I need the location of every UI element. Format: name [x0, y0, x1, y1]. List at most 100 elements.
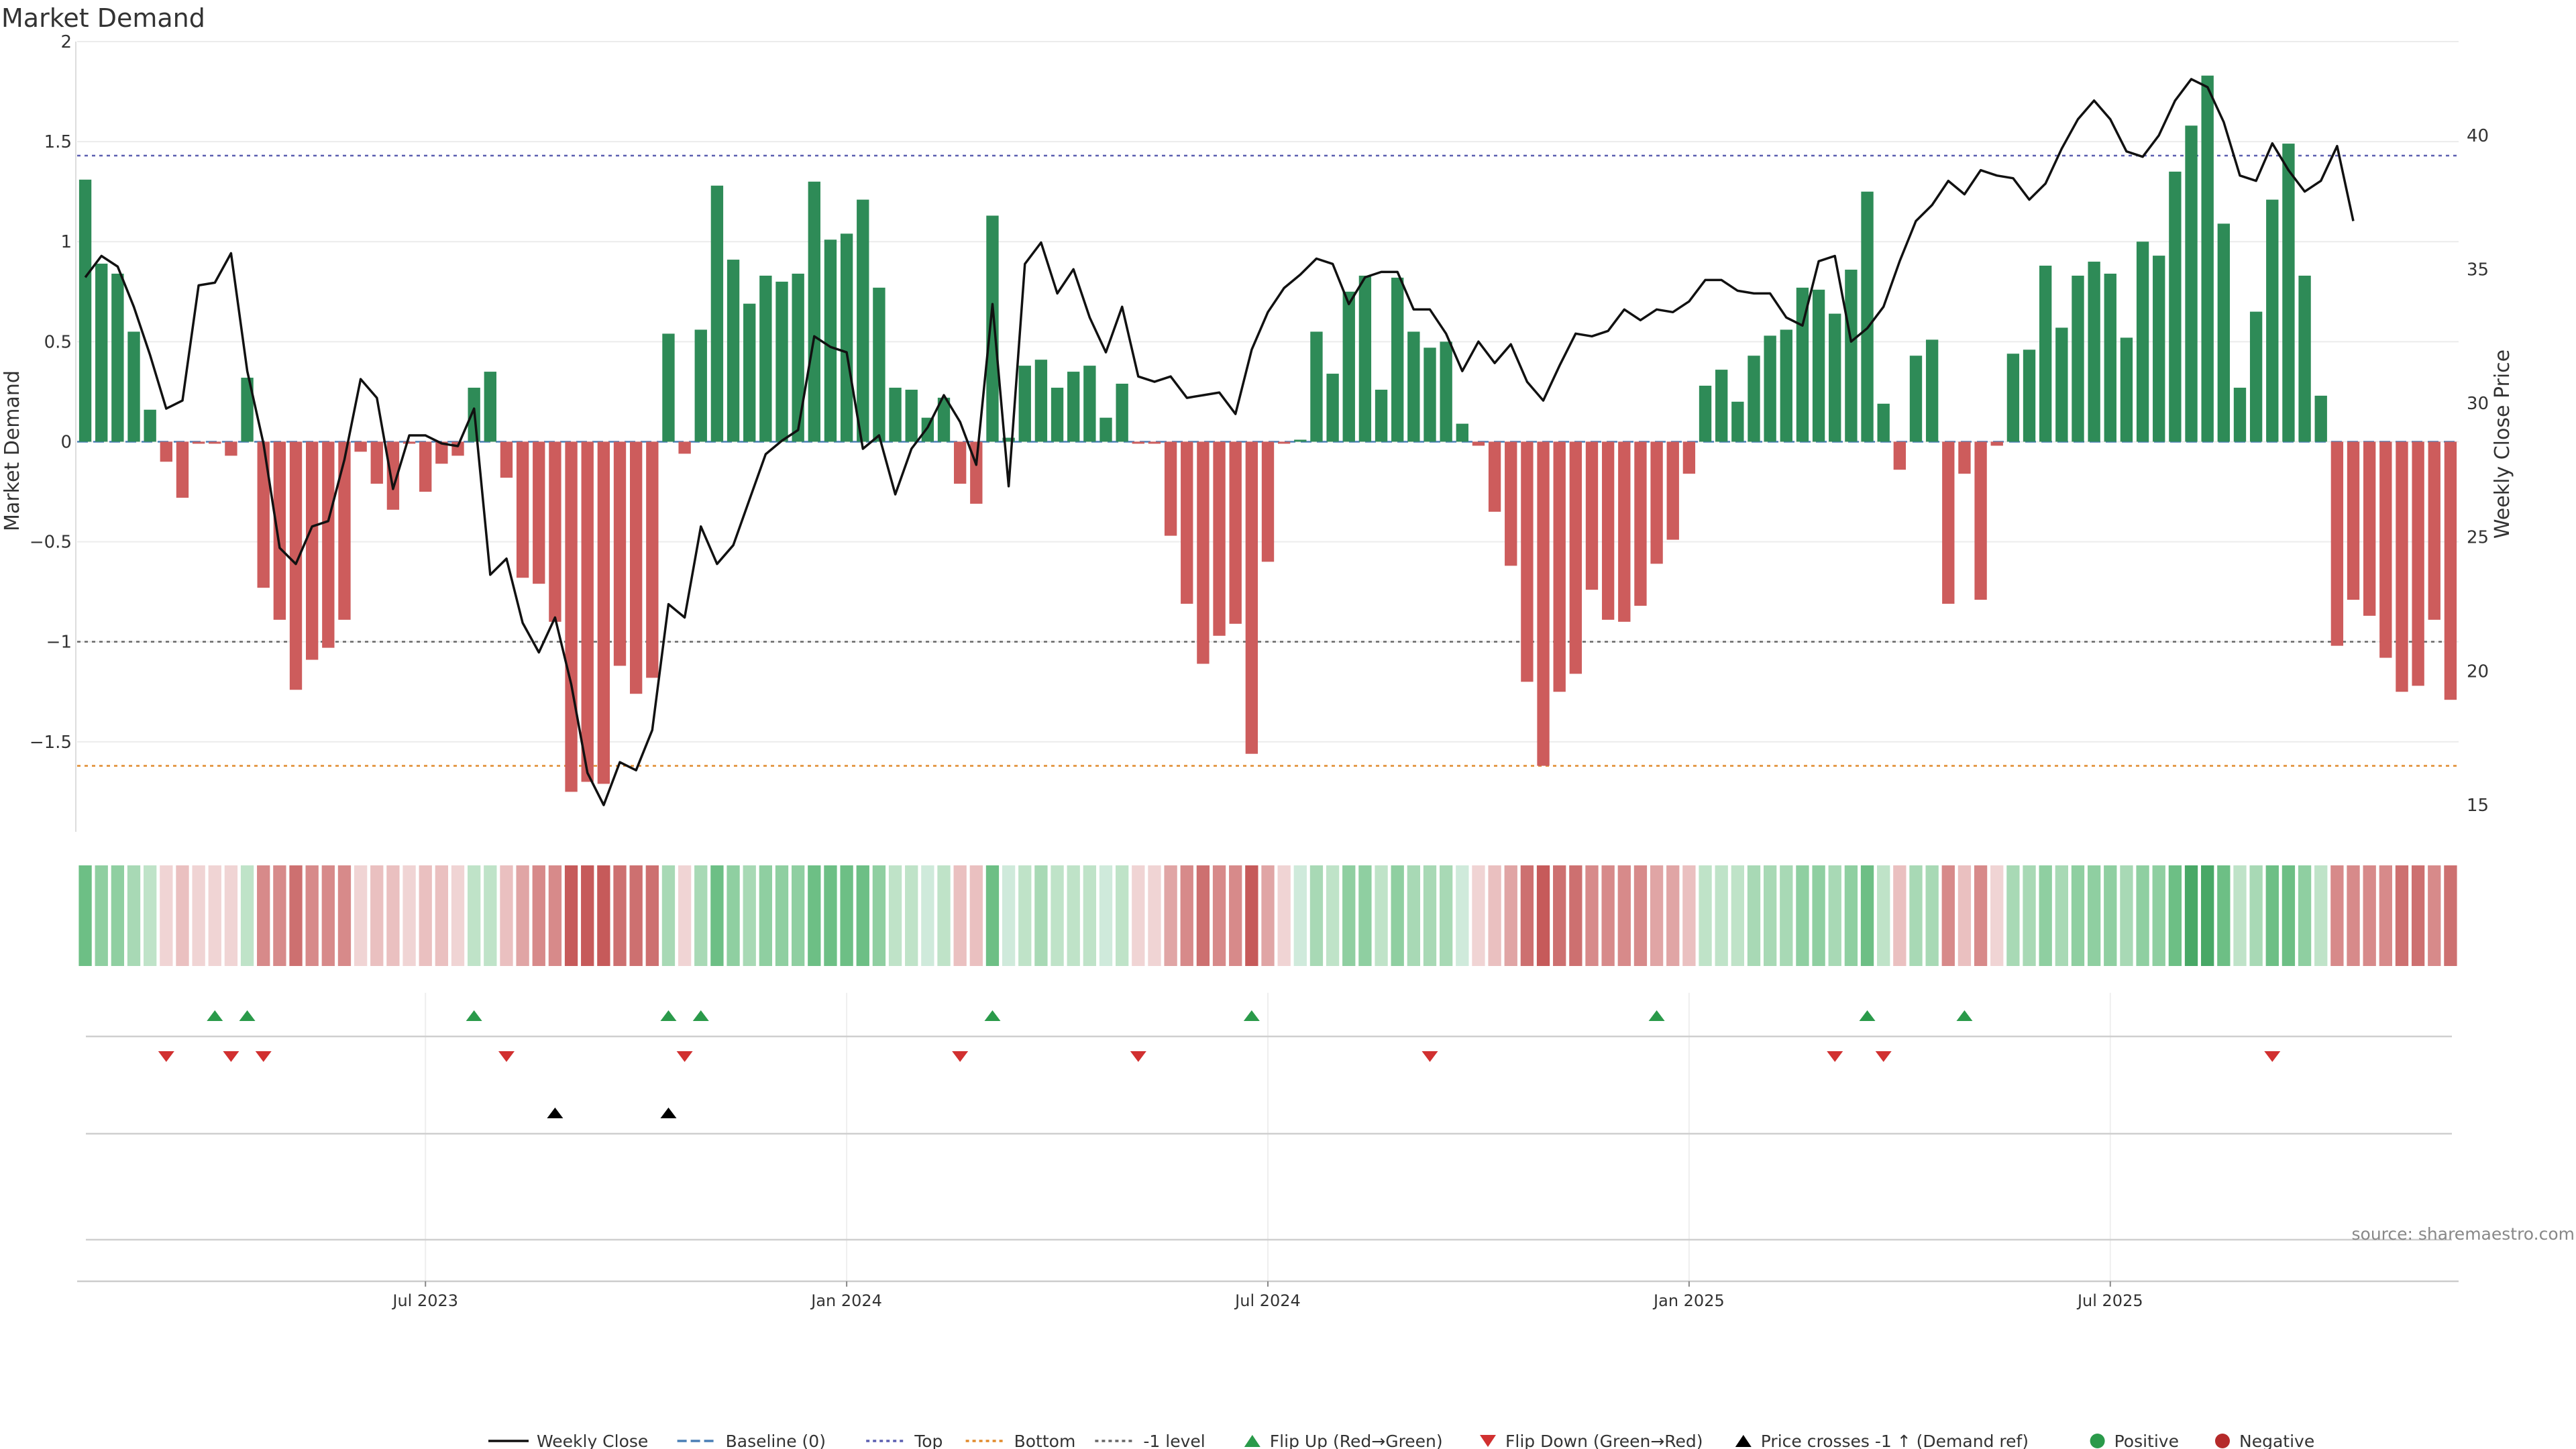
demand-bar	[2120, 337, 2133, 442]
heat-cell	[2265, 865, 2279, 966]
heat-cell	[1699, 865, 1712, 966]
demand-bar	[1942, 441, 1955, 604]
demand-bar	[1067, 372, 1080, 442]
demand-bar	[1310, 331, 1323, 442]
y-tick-label-right: 35	[2467, 260, 2489, 280]
heat-cell	[1780, 865, 1793, 966]
heat-cell	[1148, 865, 1161, 966]
demand-bar	[1116, 383, 1128, 442]
heat-cell	[2428, 865, 2441, 966]
heat-cell	[1536, 865, 1550, 966]
heat-cell	[2314, 865, 2328, 966]
demand-bar	[1326, 374, 1339, 442]
heat-cell	[2071, 865, 2085, 966]
flip-up-marker	[466, 1010, 482, 1021]
y-tick-label-left: 0.5	[44, 332, 72, 352]
demand-bar	[1861, 191, 1874, 442]
heat-cell	[1488, 865, 1501, 966]
y-tick-label-left: −1.5	[30, 733, 72, 753]
demand-bar	[1181, 441, 1193, 604]
flip-up-marker	[1956, 1010, 1973, 1021]
demand-bar	[2249, 311, 2263, 442]
demand-bar	[2266, 199, 2279, 442]
demand-bar	[1699, 385, 1712, 442]
flip-up-marker	[692, 1010, 709, 1021]
demand-bar	[1083, 366, 1096, 442]
weekly-close-line	[84, 78, 2355, 806]
heat-cell	[645, 865, 659, 966]
demand-bar	[2185, 125, 2198, 442]
legend-item-weekly-close: Weekly Close	[488, 1432, 648, 1449]
heat-cell	[1957, 865, 1972, 966]
demand-bar	[1018, 366, 1031, 442]
demand-bar	[1261, 441, 1275, 562]
demand-bar	[1164, 441, 1177, 536]
heat-cell	[1796, 865, 1809, 966]
heat-cell	[613, 865, 627, 966]
flip-down-marker	[255, 1051, 272, 1062]
demand-bar	[1488, 441, 1501, 512]
demand-bar	[338, 441, 351, 620]
demand-bar	[1715, 370, 1728, 442]
demand-bar	[111, 273, 124, 442]
heat-cell	[1229, 865, 1242, 966]
heat-cell	[2184, 865, 2198, 966]
demand-bar	[2006, 354, 2020, 442]
y-axis-label-left: Market Demand	[1, 370, 24, 531]
demand-bar	[386, 441, 400, 510]
heat-cell	[1633, 865, 1648, 966]
demand-bar	[1229, 441, 1242, 624]
heat-cell	[240, 865, 254, 966]
demand-bar	[1358, 275, 1372, 442]
heat-cell	[1569, 865, 1582, 966]
demand-bar	[1796, 287, 1809, 442]
demand-bar	[516, 441, 529, 578]
flip-up-marker	[1243, 1010, 1260, 1021]
heat-cell	[694, 865, 708, 966]
demand-bar	[2072, 275, 2084, 442]
heat-cell	[727, 865, 740, 966]
heat-cell	[1747, 865, 1761, 966]
demand-bar	[1974, 441, 1987, 600]
heat-cell	[1504, 865, 1517, 966]
demand-bar	[1051, 387, 1064, 442]
legend-item-baseline-0: Baseline (0)	[677, 1432, 826, 1449]
heat-cell	[419, 865, 432, 966]
demand-bar	[1034, 360, 1048, 442]
heat-cell	[370, 865, 384, 966]
demand-bar	[1099, 417, 1112, 442]
heat-cell	[402, 865, 416, 966]
heat-cell	[775, 865, 789, 966]
demand-bar	[2363, 441, 2376, 616]
y-tick-label-right: 30	[2467, 394, 2489, 414]
demand-bar	[2379, 441, 2392, 658]
heat-cell	[629, 865, 643, 966]
heat-cell	[678, 865, 692, 966]
demand-bar	[402, 441, 416, 444]
heat-cell	[1293, 865, 1307, 966]
flip-up-marker	[660, 1010, 677, 1021]
demand-bar	[2444, 441, 2457, 700]
heat-cell	[2282, 865, 2296, 966]
legend-item-flip-down-green-red: Flip Down (Green→Red)	[1480, 1432, 1703, 1449]
heat-cell	[1682, 865, 1696, 966]
heat-cell	[581, 865, 594, 966]
demand-bar	[2347, 441, 2360, 600]
demand-bar	[2282, 144, 2295, 442]
demand-bar	[533, 441, 545, 584]
y-axis-label-right: Weekly Close Price	[2491, 350, 2514, 539]
heat-cell	[2298, 865, 2312, 966]
heat-cell	[985, 865, 1000, 966]
demand-bar	[419, 441, 432, 492]
heat-cell	[224, 865, 238, 966]
x-tick-label: Jul 2024	[1234, 1291, 1301, 1310]
demand-bar	[1407, 331, 1420, 442]
demand-bar	[1002, 437, 1015, 442]
heat-cell	[1196, 865, 1210, 966]
heat-cell	[2249, 865, 2263, 966]
demand-bar	[1553, 441, 1566, 692]
heat-cell	[840, 865, 853, 966]
heat-cell	[516, 865, 529, 966]
demand-bar	[2314, 395, 2327, 442]
heat-cell	[484, 865, 497, 966]
